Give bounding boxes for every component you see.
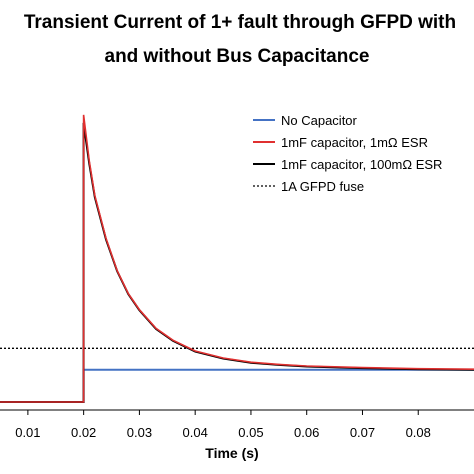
x-tick-label: 0.05 [238, 425, 263, 440]
legend-label-2: 1mF capacitor, 100mΩ ESR [281, 157, 442, 172]
legend-label-1: 1mF capacitor, 1mΩ ESR [281, 135, 428, 150]
legend-label-3: 1A GFPD fuse [281, 179, 364, 194]
x-tick-label: 0.04 [183, 425, 208, 440]
x-tick-label: 0.03 [127, 425, 152, 440]
x-tick-label: 0.02 [71, 425, 96, 440]
x-axis-label: Time (s) [205, 445, 258, 461]
x-tick-label: 0.07 [350, 425, 375, 440]
series-line-0 [0, 368, 474, 403]
x-tick-label: 0.01 [15, 425, 40, 440]
legend-label-0: No Capacitor [281, 113, 358, 128]
x-tick-label: 0.08 [406, 425, 431, 440]
chart-title-line2: and without Bus Capacitance [104, 46, 370, 67]
x-tick-label: 0.06 [294, 425, 319, 440]
series-line-1 [0, 114, 474, 403]
legend: No Capacitor 1mF capacitor, 1mΩ ESR 1mF ca… [253, 113, 442, 194]
chart-title-line1: Transient Current of 1+ fault through GF… [23, 12, 457, 33]
